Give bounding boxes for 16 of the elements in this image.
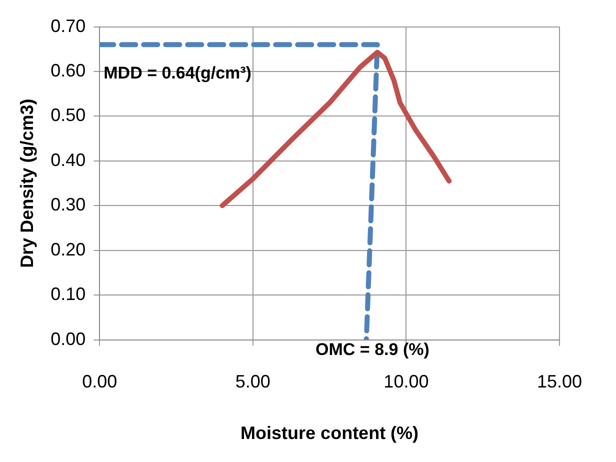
y-tick-label: 0.30: [50, 194, 86, 215]
x-tick-label: 15.00: [536, 372, 582, 392]
y-tick-label: 0.10: [50, 284, 86, 304]
x-tick-label: 5.00: [235, 372, 270, 392]
y-tick-label: 0.40: [50, 150, 86, 170]
x-axis-title: Moisture content (%): [240, 423, 419, 444]
y-tick-label: 0.20: [50, 239, 86, 260]
x-tick-label: 10.00: [384, 372, 429, 392]
annotation: MDD = 0.64(g/cm³): [104, 63, 252, 82]
y-tick-label: 0.60: [50, 60, 86, 80]
annotation: OMC = 8.9 (%): [316, 340, 430, 359]
y-tick-label: 0.70: [50, 16, 86, 36]
y-axis-title: Dry Density (g/cm3): [16, 98, 37, 268]
x-tick-label: 0.00: [82, 372, 118, 392]
y-tick-label: 0.50: [50, 105, 86, 126]
y-tick-label: 0.00: [50, 328, 86, 349]
